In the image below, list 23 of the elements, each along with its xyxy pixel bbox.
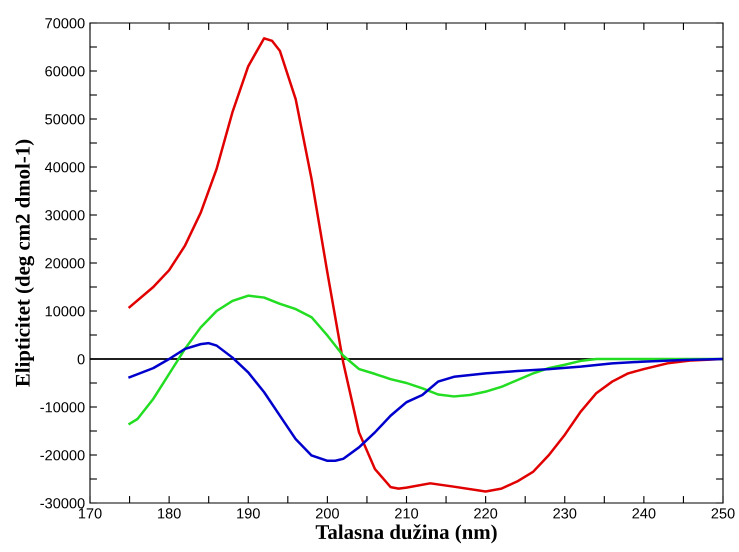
y-tick-label: 10000 xyxy=(46,306,85,316)
x-axis-title: Talasna dužina (nm) xyxy=(316,524,497,544)
y-tick-label: 30000 xyxy=(45,210,85,220)
x-tick-label: 240 xyxy=(632,508,656,519)
y-tick-label: -10000 xyxy=(40,402,85,412)
x-tick-label: 250 xyxy=(712,508,735,519)
x-tick-label: 210 xyxy=(395,508,418,519)
y-tick-label: 60000 xyxy=(45,66,85,76)
y-axis-title: Elipticitet (deg cm2 dmol-1) xyxy=(15,140,34,387)
x-tick-label: 220 xyxy=(474,508,498,519)
x-tick-label: 200 xyxy=(316,508,339,519)
y-tick-label: 50000 xyxy=(45,114,85,124)
y-tick-label: 70000 xyxy=(45,18,85,28)
y-tick-label: -20000 xyxy=(40,450,85,460)
x-tick-label: 180 xyxy=(158,508,181,519)
y-tick-label: 0 xyxy=(78,354,85,364)
x-tick-label: 170 xyxy=(78,508,102,519)
x-tick-label: 190 xyxy=(237,508,260,519)
y-tick-label: 20000 xyxy=(45,258,85,268)
x-tick-label: 230 xyxy=(553,508,576,519)
y-tick-label: -30000 xyxy=(40,498,85,508)
y-tick-label: 40000 xyxy=(44,162,85,172)
line-series xyxy=(128,342,723,462)
